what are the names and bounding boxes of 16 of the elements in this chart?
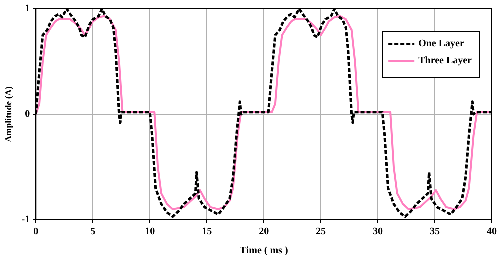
x-tick-label: 5 <box>90 226 96 238</box>
legend-label: One Layer <box>418 38 465 50</box>
x-tick-label: 35 <box>430 226 440 238</box>
y-axis-title: Amplitude (A) <box>4 86 14 142</box>
y-tick-label: -1 <box>22 214 30 226</box>
x-axis-title: Time ( ms ) <box>240 246 288 257</box>
x-tick-label: 15 <box>202 226 212 238</box>
x-tick-label: 0 <box>34 226 39 238</box>
x-tick-label: 20 <box>259 226 270 238</box>
x-tick-label: 40 <box>487 226 497 238</box>
x-tick-label: 30 <box>373 226 384 238</box>
y-tick-label: 0 <box>25 109 30 120</box>
x-tick-label: 10 <box>145 226 156 238</box>
y-tick-label: 1 <box>25 4 30 15</box>
legend-label: Three Layer <box>418 56 473 67</box>
x-tick-label: 25 <box>316 226 326 238</box>
